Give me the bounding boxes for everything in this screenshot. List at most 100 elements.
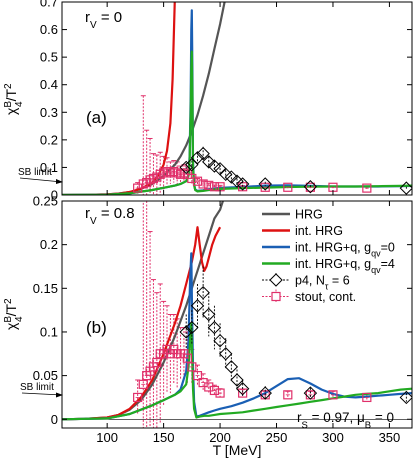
top-stout-point (162, 166, 172, 177)
x-axis-title: T [MeV] (213, 442, 262, 458)
top-p4-point (235, 177, 250, 191)
top-stout-point (175, 169, 186, 179)
top-int-hrg-q-0-curve (62, 9, 412, 195)
bottom-stout-point (362, 392, 372, 403)
top-sb-limit-arrowhead (56, 179, 63, 184)
bottom-p4-point (219, 347, 233, 361)
legend-label-int-hrg: int. HRG (295, 224, 343, 238)
top-p4-point (399, 181, 412, 195)
bottom-y-tick-label: 0.05 (33, 368, 58, 383)
top-sb-limit-label: SB limit (18, 167, 52, 178)
top-panel-tag: (a) (86, 108, 107, 127)
bottom-y-tick-label: 0.2 (40, 237, 58, 252)
panel-bottom: 0 0.05 0.1 0.15 0.2 0.25 100 150 200 250 300 350 r… (3, 194, 413, 458)
bottom-y-axis-title: χB4/T2 (3, 298, 25, 330)
bottom-p4-point (230, 373, 244, 387)
legend-label-int-hrg-q-4: int. HRG+q, gqv=4 (295, 257, 395, 275)
top-stout-point (204, 180, 214, 190)
bottom-y-tick-label: 0.15 (33, 281, 58, 296)
bottom-p4-point (213, 333, 227, 348)
top-y-tick-label: 0.2 (40, 132, 58, 147)
bottom-p4-point (196, 285, 210, 300)
legend-label-stout: stout, cont. (295, 290, 356, 304)
bottom-stout-point (133, 392, 143, 403)
bottom-stout-point (138, 379, 148, 389)
bottom-params-note: rS = 0.97, μB = 0 (297, 410, 394, 431)
legend-label-hrg: HRG (295, 208, 323, 222)
top-y-tick-label: 0.6 (40, 22, 58, 37)
top-p4-point (202, 155, 216, 169)
bottom-y-tick-label: 0.1 (40, 324, 58, 339)
bottom-stout-point (192, 371, 203, 381)
bottom-sb-limit-arrow (21, 392, 63, 396)
bottom-stout-point (152, 357, 162, 368)
top-stout-point (305, 182, 315, 192)
legend-label-p4: p4, Nτ = 6 (295, 274, 350, 292)
top-plot-area (62, 2, 412, 195)
bottom-p4-point (258, 386, 272, 400)
x-tick-label: 300 (322, 430, 344, 445)
top-p4-point (258, 177, 272, 191)
panel-top: 0 0.1 0.2 0.3 0.4 0.5 0.6 0.7 rV = 0 (a) SB lim… (3, 0, 413, 203)
top-stout-point (169, 166, 179, 177)
bottom-y-tick-label: 0.25 (33, 194, 58, 209)
bottom-sb-limit-label: SB limit (20, 382, 54, 393)
top-p4-point (224, 170, 239, 184)
legend-label-int-hrg-q-0: int. HRG+q, gqv=0 (295, 241, 395, 259)
top-p4-point (196, 146, 210, 161)
bottom-int-hrg-curve (62, 226, 222, 421)
bottom-p4-point (185, 320, 199, 335)
bottom-stout-point (209, 385, 220, 396)
bottom-stout-point (215, 388, 225, 398)
bottom-stout-point (187, 362, 197, 372)
top-stout-point (159, 168, 169, 178)
bottom-rv-label: rV = 0.8 (85, 205, 135, 227)
top-axes-frame (61, 1, 413, 196)
x-tick-label: 150 (153, 430, 175, 445)
bottom-p4-point (207, 320, 222, 335)
bottom-plot-area (62, 201, 412, 428)
top-int-hrg-curve (62, 2, 176, 195)
x-tick-label: 200 (209, 430, 231, 445)
top-p4-point (303, 180, 318, 194)
top-p4-point (190, 151, 205, 165)
top-stout-point (283, 182, 293, 192)
bottom-p4-point (399, 390, 412, 405)
top-stout-point (155, 169, 165, 179)
top-y-tick-label: 0.1 (40, 160, 58, 175)
bottom-sb-limit-arrowhead (56, 392, 63, 398)
top-y-tick-label: 0 (51, 188, 58, 203)
x-axis-ticks: 100 150 200 250 300 350 (96, 430, 400, 445)
top-sb-limit: SB limit (18, 167, 63, 184)
top-y-ticks: 0 0.1 0.2 0.3 0.4 0.5 0.6 0.7 (40, 0, 412, 203)
bottom-stout-point (238, 388, 248, 398)
top-hrg-curve (62, 2, 226, 195)
bottom-y-tick-label: 0 (51, 412, 58, 427)
bottom-p4-point (202, 307, 216, 322)
bottom-p4-point (224, 360, 239, 374)
bottom-p4-point (179, 325, 193, 339)
top-y-axis-title: χB4/T2 (3, 83, 25, 115)
bottom-stout-point (182, 353, 192, 363)
x-tick-label: 100 (96, 430, 118, 445)
bottom-stout-point (328, 390, 338, 400)
bottom-int-hrg-q-4-curve (62, 322, 412, 421)
top-y-tick-label: 0.4 (40, 77, 58, 92)
top-stout-point (172, 168, 182, 178)
top-stout-point (192, 176, 203, 186)
top-y-tick-label: 0.3 (40, 105, 58, 120)
top-stout-point (165, 168, 175, 178)
bottom-sb-limit: SB limit (20, 382, 63, 398)
top-stout-point (362, 183, 372, 193)
bottom-p4-point (303, 386, 318, 400)
top-sb-limit-arrow (19, 177, 63, 183)
top-p4-point (179, 160, 193, 175)
x-tick-label: 350 (379, 430, 401, 445)
top-rv-label: rV = 0 (85, 9, 122, 31)
top-y-tick-label: 0.5 (40, 50, 58, 65)
top-int-hrg-q-4-curve (62, 50, 412, 195)
bottom-y-ticks: 0 0.05 0.1 0.15 0.2 0.25 (33, 194, 412, 428)
top-stout-point (187, 173, 197, 184)
